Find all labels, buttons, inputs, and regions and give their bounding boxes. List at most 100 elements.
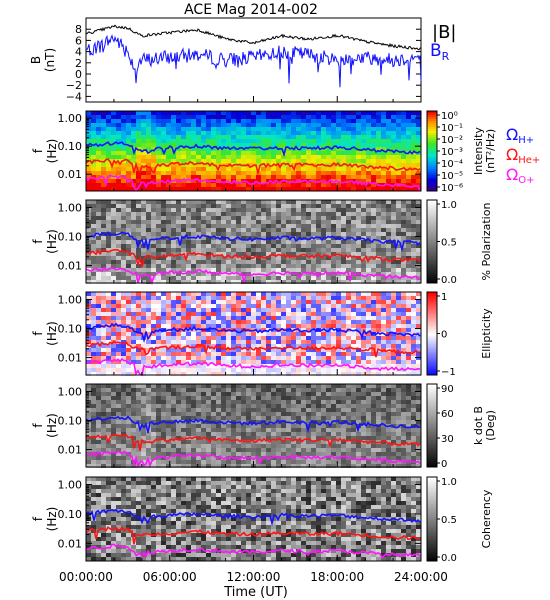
heatmap-cell [361,252,366,256]
heatmap-cell [206,280,211,284]
heatmap-cell [296,300,301,304]
heatmap-cell [196,300,201,304]
heatmap-cell [191,328,196,332]
heatmap-cell [406,360,411,364]
heatmap-cell [161,396,166,400]
heatmap-cell [381,304,386,308]
heatmap-cell [186,408,191,412]
heatmap-cell [131,344,136,348]
heatmap-cell [366,296,371,300]
heatmap-cell [196,324,201,328]
heatmap-cell [271,280,276,284]
colorbar-step [427,137,437,140]
heatmap-cell [266,183,271,187]
heatmap-cell [141,344,146,348]
heatmap-cell [256,183,261,187]
heatmap-cell [146,396,151,400]
heatmap-cell [136,268,141,272]
heatmap-cell [231,260,236,264]
heatmap-cell [331,276,336,280]
heatmap-cell [121,304,126,308]
heatmap-cell [386,352,391,356]
heatmap-cell [331,147,336,151]
heatmap-cell [246,260,251,264]
heatmap-cell [91,139,96,143]
heatmap-cell [156,220,161,224]
heatmap-cell [386,264,391,268]
heatmap-cell [276,404,281,408]
heatmap-cell [356,155,361,159]
heatmap-cell [341,372,346,376]
heatmap-cell [216,364,221,368]
heatmap-cell [101,200,106,204]
heatmap-cell [191,147,196,151]
heatmap-cell [156,236,161,240]
heatmap-cell [281,372,286,376]
heatmap-cell [246,292,251,296]
heatmap-cell [361,396,366,400]
heatmap-cell [101,111,106,115]
heatmap-cell [241,224,246,228]
heatmap-cell [336,183,341,187]
heatmap-cell [231,400,236,404]
heatmap-cell [141,292,146,296]
heatmap-cell [221,200,226,204]
heatmap-cell [126,127,131,131]
heatmap-cell [116,300,121,304]
heatmap-cell [141,408,146,412]
heatmap-cell [361,135,366,139]
heatmap-cell [96,208,101,212]
heatmap-cell [416,276,421,280]
heatmap-cell [316,147,321,151]
heatmap-cell [406,368,411,372]
heatmap-cell [351,320,356,324]
heatmap-cell [176,127,181,131]
heatmap-cell [136,384,141,388]
heatmap-cell [181,312,186,316]
heatmap-cell [406,316,411,320]
heatmap-cell [306,332,311,336]
heatmap-cell [291,220,296,224]
heatmap-cell [376,131,381,135]
heatmap-cell [401,328,406,332]
heatmap-cell [316,320,321,324]
heatmap-cell [296,396,301,400]
heatmap-cell [361,224,366,228]
heatmap-cell [306,143,311,147]
heatmap-cell [336,340,341,344]
heatmap-cell [256,208,261,212]
heatmap-cell [271,244,276,248]
heatmap-cell [181,216,186,220]
heatmap-cell [106,139,111,143]
heatmap-cell [301,268,306,272]
heatmap-cell [141,312,146,316]
heatmap-cell [301,276,306,280]
heatmap-cell [326,220,331,224]
colorbar-step [427,189,437,192]
heatmap-cell [216,252,221,256]
heatmap-cell [201,388,206,392]
heatmap-cell [376,372,381,376]
heatmap-cell [116,272,121,276]
heatmap-cell [111,252,116,256]
heatmap-cell [316,344,321,348]
heatmap-cell [186,131,191,135]
heatmap-cell [181,264,186,268]
heatmap-cell [211,256,216,260]
heatmap-cell [371,240,376,244]
heatmap-cell [216,143,221,147]
heatmap-cell [366,324,371,328]
heatmap-cell [251,264,256,268]
heatmap-cell [396,408,401,412]
heatmap-cell [171,232,176,236]
heatmap-cell [326,344,331,348]
heatmap-cell [206,368,211,372]
heatmap-cell [271,232,276,236]
heatmap-cell [396,220,401,224]
heatmap-cell [86,220,91,224]
heatmap-cell [186,384,191,388]
heatmap-cell [126,368,131,372]
heatmap-cell [356,408,361,412]
heatmap-cell [186,171,191,175]
colorbar-step [427,245,437,249]
